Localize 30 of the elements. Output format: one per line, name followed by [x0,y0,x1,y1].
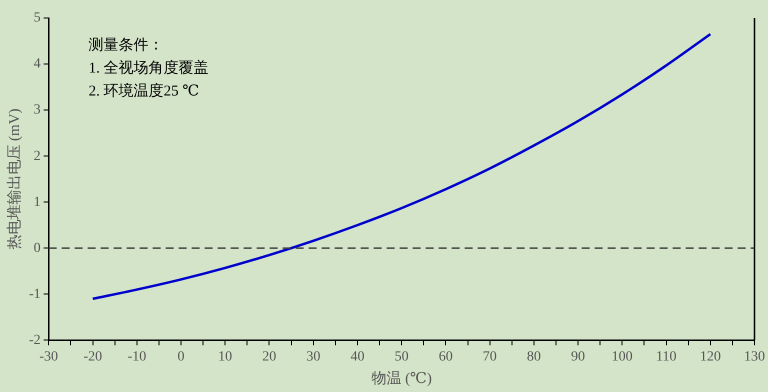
x-tick-label: 50 [394,349,409,364]
x-tick-label: 30 [306,349,320,364]
x-tick-label: 130 [744,349,765,364]
x-tick-label: -30 [39,349,58,364]
x-tick-label: 80 [526,349,541,364]
annotation: 1. 全视场角度覆盖 [88,59,209,76]
x-tick-label: 70 [482,349,497,364]
x-tick-label: 60 [438,349,453,364]
y-tick-label: 4 [34,56,41,72]
y-tick-label: 1 [34,194,41,210]
y-tick-label: -1 [28,286,41,302]
y-tick-label: -2 [28,332,41,348]
x-tick-label: 100 [612,349,633,364]
x-tick-label: -10 [128,349,146,364]
x-tick-label: -20 [83,349,102,364]
y-tick-label: 2 [34,148,41,164]
y-axis-title: 热电堆输出电压 (mV) [6,108,23,250]
x-tick-label: 90 [571,349,586,364]
y-tick-label: 3 [34,102,41,118]
y-tick-label: 0 [34,240,41,256]
x-tick-label: 110 [656,349,677,364]
annotation: 测量条件： [88,36,164,54]
x-tick-label: 10 [218,349,232,364]
x-tick-label: 0 [178,349,185,364]
x-tick-label: 20 [262,349,276,364]
x-axis-title: 物温 (℃) [371,370,432,387]
y-tick-label: 5 [34,10,41,26]
annotation: 2. 环境温度25 ℃ [88,82,200,100]
x-tick-label: 120 [700,349,721,364]
x-tick-label: 40 [350,349,364,364]
